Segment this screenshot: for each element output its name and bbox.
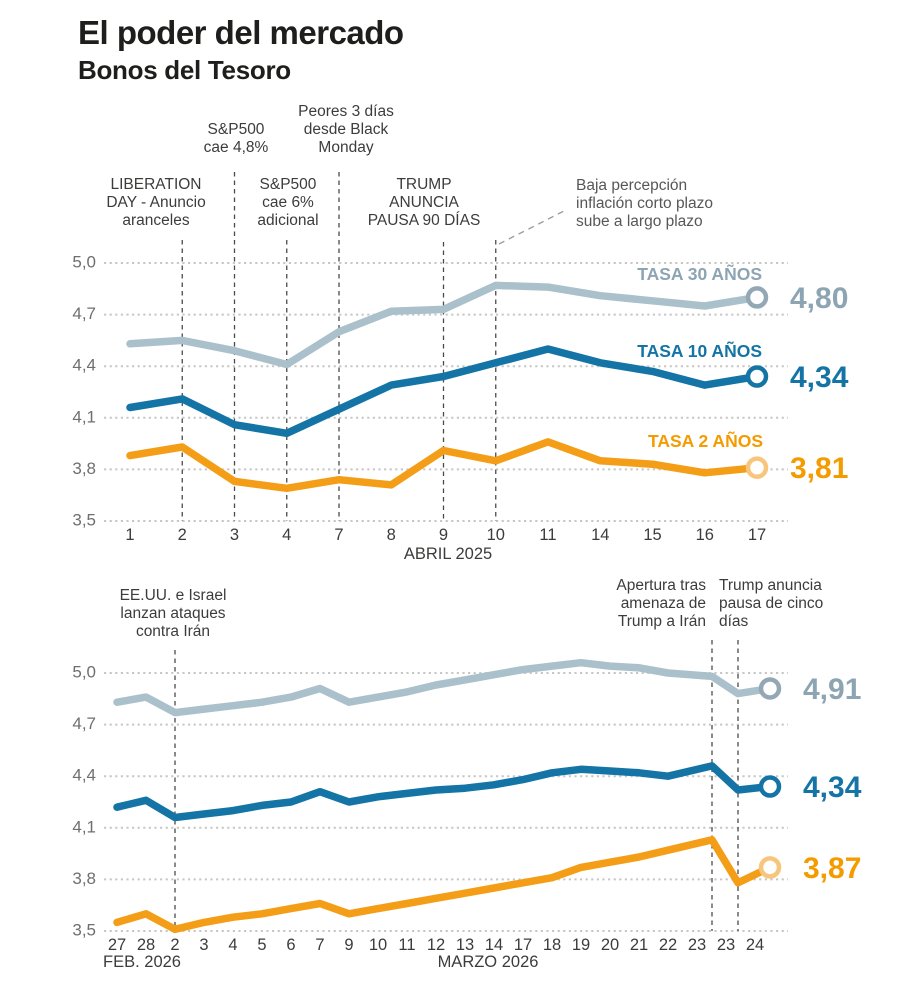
x-tick-label: 24 [746, 936, 764, 954]
y-tick-label: 5,0 [72, 252, 96, 271]
x-tick-label: 13 [456, 936, 474, 954]
x-tick-label: 28 [137, 936, 155, 954]
x-tick-label: 10 [487, 526, 505, 544]
x-tick-label: 14 [485, 936, 503, 954]
series-label-10y: TASA 10 AÑOS [637, 340, 762, 361]
end-value-label-30y: 4,80 [790, 282, 848, 315]
x-tick-label: 7 [315, 936, 324, 954]
x-tick-label: 9 [439, 526, 448, 544]
y-tick-label: 3,8 [72, 459, 96, 478]
x-tick-label: 20 [601, 936, 619, 954]
annotation-liberation-day: LIBERATION DAY - Anuncio aranceles [106, 176, 206, 230]
x-tick-label: 11 [539, 526, 556, 544]
month-label: FEB. 2026 [103, 953, 181, 971]
end-value-label-2y: 3,87 [803, 852, 861, 885]
x-tick-label: 4 [282, 526, 291, 544]
annotation-pausa-cinco-dias: Trump anuncia pausa de cinco días [719, 577, 824, 631]
end-value-label-2y: 3,81 [790, 452, 848, 485]
x-tick-label: 9 [344, 936, 353, 954]
x-tick-label: 17 [514, 936, 532, 954]
annotation-sp500-cae-6: S&P500 cae 6% adicional [257, 176, 319, 230]
endpoint-marker-10y [745, 365, 769, 388]
y-tick-label: 3,8 [72, 869, 96, 888]
x-tick-label: 2 [170, 936, 179, 954]
page-subtitle: Bonos del Tesoro [78, 55, 291, 85]
series-line-10y [126, 345, 761, 438]
y-tick-label: 3,5 [72, 920, 96, 939]
x-tick-label: 5 [257, 936, 266, 954]
x-tick-label: 18 [543, 936, 561, 954]
x-tick-label: 2 [178, 526, 187, 544]
series-label-30y: TASA 30 AÑOS [637, 263, 762, 284]
annotation-sp500-cae-48: S&P500 cae 4,8% [203, 121, 269, 157]
x-tick-label: 8 [387, 526, 396, 544]
x-tick-label: 4 [228, 936, 237, 954]
annotation-baja-percepcion: Baja percepción inflación corto plazo su… [576, 177, 713, 231]
x-tick-label: 16 [696, 526, 714, 544]
y-tick-label: 4,1 [72, 407, 96, 426]
x-tick-label: 21 [630, 936, 648, 954]
series-line-30y [126, 281, 761, 369]
end-value-label-10y: 4,34 [790, 361, 849, 394]
y-tick-label: 3,5 [72, 510, 96, 529]
x-tick-label: 15 [643, 526, 661, 544]
x-tick-label: 23 [717, 936, 735, 954]
month-label: MARZO 2026 [438, 953, 539, 971]
x-tick-label: 3 [199, 936, 208, 954]
y-tick-label: 4,7 [72, 304, 96, 323]
endpoint-marker-30y [745, 286, 769, 309]
x-tick-label: 1 [125, 526, 134, 544]
series-line-2y [126, 438, 761, 493]
annotation-trump-pausa-90: TRUMP ANUNCIA PAUSA 90 DÍAS [367, 176, 481, 230]
x-tick-label: 19 [572, 936, 590, 954]
endpoint-marker-2y [745, 456, 769, 479]
annotation-peores-3-dias: Peores 3 días desde Black Monday [298, 103, 394, 157]
x-tick-label: 6 [286, 936, 295, 954]
series-label-2y: TASA 2 AÑOS [648, 430, 763, 451]
y-tick-label: 4,4 [72, 356, 96, 375]
x-tick-label: 11 [398, 936, 415, 954]
endpoint-marker-30y [758, 677, 782, 700]
x-tick-label: 7 [334, 526, 343, 544]
end-value-label-30y: 4,91 [803, 673, 861, 706]
end-value-label-10y: 4,34 [803, 771, 862, 804]
x-tick-label: 17 [748, 526, 766, 544]
x-tick-label: 3 [230, 526, 239, 544]
annotation-apertura-amenaza: Apertura tras amenaza de Trump a Irán [616, 577, 706, 631]
bottom-chart-marzo-2026: 5,04,74,44,13,83,54,91TASA 30 AÑOS4,34TA… [72, 640, 862, 971]
series-line-2y [113, 836, 774, 934]
endpoint-marker-10y [758, 775, 782, 798]
series-line-30y [113, 658, 774, 717]
y-tick-label: 4,1 [72, 817, 96, 836]
diagonal-connector [498, 209, 567, 245]
x-tick-label: 12 [427, 936, 445, 954]
x-tick-label: 27 [108, 936, 126, 954]
endpoint-marker-2y [758, 856, 782, 879]
x-tick-label: 10 [369, 936, 387, 954]
y-tick-label: 4,4 [72, 766, 96, 785]
x-tick-label: 23 [688, 936, 706, 954]
x-tick-label: 14 [591, 526, 609, 544]
y-tick-label: 5,0 [72, 662, 96, 681]
annotation-ataques-iran: EE.UU. e Israel lanzan ataques contra Ir… [119, 587, 227, 641]
y-tick-label: 4,7 [72, 714, 96, 733]
top-chart-abril-2025: 5,0 4,7 4,4 4,1 3,8 3,5 4,80 TASA 30 AÑOS 4,34 TA… [72, 172, 849, 563]
series-line-10y [113, 762, 774, 822]
month-label: ABRIL 2025 [404, 545, 492, 563]
x-tick-label: 22 [659, 936, 677, 954]
page-title: El poder del mercado [78, 14, 404, 51]
